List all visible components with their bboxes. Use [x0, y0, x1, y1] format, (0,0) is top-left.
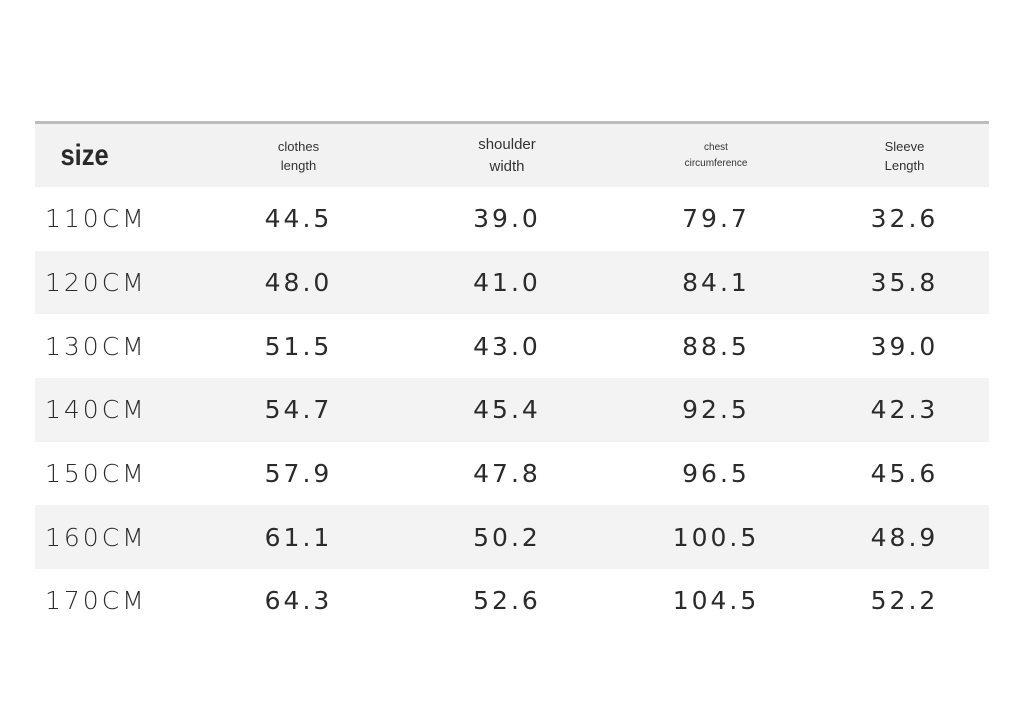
sleeve-length-cell: 45.6: [870, 459, 939, 489]
header-clothes-length: clothes length: [277, 138, 320, 173]
clothes-length-cell: 54.7: [264, 395, 333, 425]
table-top-rule: [35, 121, 989, 124]
clothes-length-cell: 44.5: [264, 204, 333, 234]
shoulder-width-cell: 52.6: [473, 586, 541, 616]
chest-cell: 104.5: [672, 586, 760, 616]
header-chest-circumference: chest circumference: [684, 141, 748, 169]
sleeve-length-cell: 48.9: [870, 522, 939, 552]
sleeve-length-cell: 39.0: [870, 331, 939, 361]
sleeve-length-cell: 52.2: [870, 586, 939, 616]
chest-cell: 100.5: [672, 522, 760, 552]
chest-cell: 84.1: [682, 268, 750, 298]
shoulder-width-cell: 50.2: [473, 522, 541, 552]
header-sleeve-length: Sleeve Length: [884, 138, 925, 173]
sleeve-length-cell: 42.3: [870, 395, 939, 425]
table-row: 140CM 54.7 45.4 92.5 42.3: [35, 378, 989, 442]
table-row: 110CM 44.5 39.0 79.7 32.6: [35, 187, 989, 251]
table-header-row: size clothes length shoulder width chest…: [35, 124, 989, 187]
header-size: size: [60, 138, 109, 172]
chest-cell: 88.5: [682, 331, 750, 361]
clothes-length-cell: 64.3: [264, 586, 333, 616]
chest-cell: 92.5: [682, 395, 750, 425]
size-cell: 110CM: [45, 204, 147, 234]
shoulder-width-cell: 43.0: [473, 331, 541, 361]
size-cell: 140CM: [45, 395, 147, 425]
sleeve-length-cell: 35.8: [870, 268, 939, 298]
table-row: 150CM 57.9 47.8 96.5 45.6: [35, 442, 989, 506]
shoulder-width-cell: 41.0: [473, 268, 541, 298]
clothes-length-cell: 57.9: [264, 459, 333, 489]
clothes-length-cell: 48.0: [264, 268, 333, 298]
size-cell: 120CM: [45, 268, 147, 298]
header-shoulder-width: shoulder width: [478, 135, 536, 175]
table-row: 130CM 51.5 43.0 88.5 39.0: [35, 314, 989, 378]
table-row: 170CM 64.3 52.6 104.5 52.2: [35, 569, 989, 633]
table-row: 120CM 48.0 41.0 84.1 35.8: [35, 250, 989, 315]
clothes-length-cell: 51.5: [264, 331, 333, 361]
size-cell: 170CM: [45, 586, 147, 616]
sleeve-length-cell: 32.6: [870, 204, 939, 234]
size-cell: 130CM: [45, 331, 147, 361]
table-row: 160CM 61.1 50.2 100.5 48.9: [35, 505, 989, 570]
shoulder-width-cell: 47.8: [473, 459, 541, 489]
shoulder-width-cell: 45.4: [473, 395, 541, 425]
chest-cell: 96.5: [682, 459, 750, 489]
chest-cell: 79.7: [682, 204, 750, 234]
size-chart-table: size clothes length shoulder width chest…: [35, 121, 989, 633]
size-cell: 160CM: [45, 522, 147, 552]
shoulder-width-cell: 39.0: [473, 204, 541, 234]
clothes-length-cell: 61.1: [264, 522, 333, 552]
size-cell: 150CM: [45, 459, 147, 489]
